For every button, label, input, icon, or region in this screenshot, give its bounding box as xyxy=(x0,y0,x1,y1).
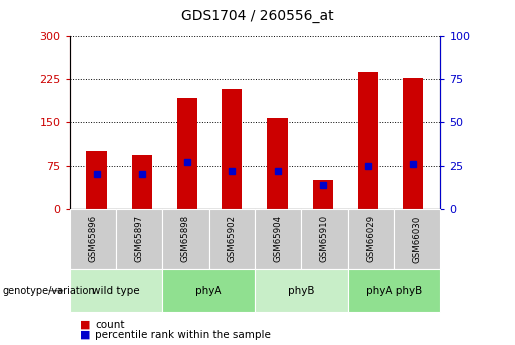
Bar xyxy=(267,118,288,209)
Text: count: count xyxy=(95,320,125,330)
Text: GSM66029: GSM66029 xyxy=(366,215,375,263)
Text: wild type: wild type xyxy=(92,286,140,296)
Text: GSM65896: GSM65896 xyxy=(88,215,97,263)
Bar xyxy=(358,72,378,209)
Text: GSM65910: GSM65910 xyxy=(320,215,329,263)
Bar xyxy=(132,155,152,209)
Bar xyxy=(87,151,107,209)
Bar xyxy=(403,78,423,209)
Text: ■: ■ xyxy=(80,330,90,339)
Bar xyxy=(222,89,243,209)
Text: phyB: phyB xyxy=(288,286,315,296)
Text: GSM65904: GSM65904 xyxy=(273,215,283,263)
Text: phyA phyB: phyA phyB xyxy=(366,286,422,296)
Text: phyA: phyA xyxy=(195,286,222,296)
Text: genotype/variation: genotype/variation xyxy=(3,286,95,296)
Text: percentile rank within the sample: percentile rank within the sample xyxy=(95,330,271,339)
Bar xyxy=(177,98,197,209)
Text: GSM66030: GSM66030 xyxy=(413,215,422,263)
Text: GSM65897: GSM65897 xyxy=(134,215,144,263)
Text: GDS1704 / 260556_at: GDS1704 / 260556_at xyxy=(181,9,334,23)
Text: GSM65902: GSM65902 xyxy=(227,215,236,263)
Text: GSM65898: GSM65898 xyxy=(181,215,190,263)
Text: ■: ■ xyxy=(80,320,90,330)
Bar xyxy=(313,180,333,209)
